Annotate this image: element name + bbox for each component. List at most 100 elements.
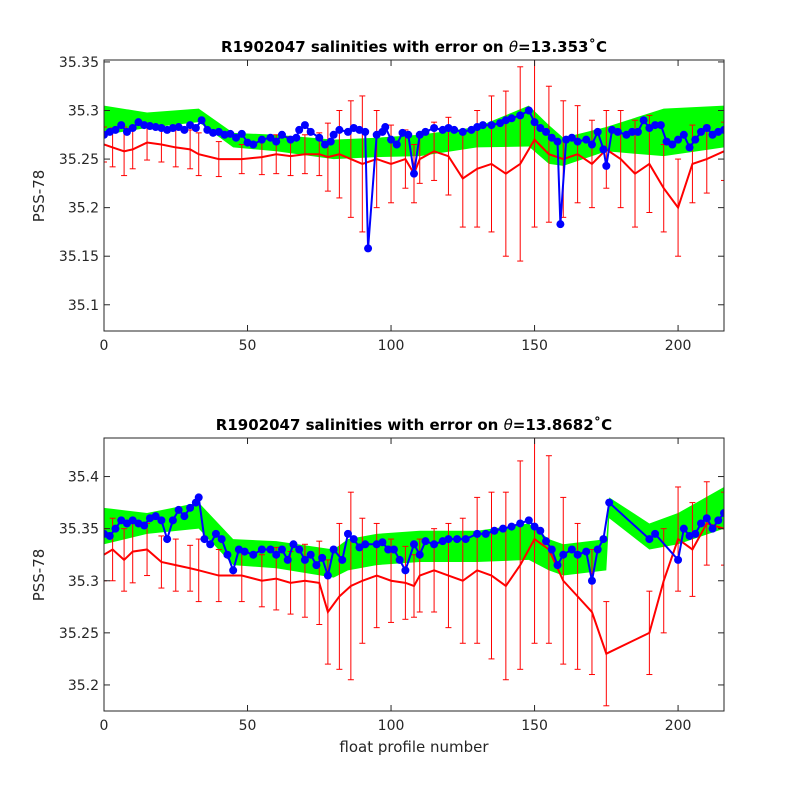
x-tick-label: 150 [521,718,548,734]
float-data-line [104,522,724,656]
calibrated-point [186,503,195,512]
calibrated-point [668,140,677,149]
calibrated-point [180,125,189,134]
calibrated-point [361,540,370,549]
calibrated-point [605,498,614,507]
y-tick-label: 35.2 [68,678,99,694]
calibrated-point [128,123,137,132]
data-layer [104,60,724,262]
calibrated-point [559,550,568,559]
calibrated-point [651,529,660,538]
calibrated-point [277,130,286,139]
calibrated-point [232,133,241,142]
y-tick-label: 35.35 [59,55,99,71]
calibrated-point [453,535,462,544]
calibrated-point [567,545,576,554]
calibrated-point [547,545,556,554]
y-axis-label: PSS-78 [30,549,48,602]
calibrated-point [283,555,292,564]
calibrated-point [674,135,683,144]
calibrated-point [306,550,315,559]
calibrated-point [524,106,533,115]
x-tick-label: 0 [100,718,109,734]
calibrated-point [323,571,332,580]
calibrated-point [223,550,232,559]
calibrated-point [430,123,439,132]
calibrated-point [384,545,393,554]
calibrated-point [389,545,398,554]
calibrated-point [111,524,120,533]
x-tick-label: 150 [521,338,548,354]
axes-box [103,59,725,332]
calibrated-point [490,526,499,535]
x-axis-label: float profile number [339,738,489,756]
calibrated-point [524,516,533,525]
calibrated-point [516,111,525,120]
calibrated-point [553,137,562,146]
calibrated-point [633,127,642,136]
calibrated-point [229,566,238,575]
y-tick-label: 35.2 [68,201,99,217]
chart-bottom: R1902047 salinities with error on θ=13.8… [30,416,725,756]
calibrated-point [295,545,304,554]
title-suffix: =13.8682˚C [513,416,612,434]
calibrated-point [217,535,226,544]
calibrated-point [679,130,688,139]
y-tick-label: 35.3 [68,104,99,120]
y-tick-label: 35.4 [68,470,99,486]
calibrated-point [300,121,309,130]
calibrated-point [421,127,430,136]
calibrated-point [249,140,258,149]
calibrated-point [582,135,591,144]
calibrated-point [343,529,352,538]
calibrated-point [691,135,700,144]
calibrated-point [697,127,706,136]
calibrated-point [645,535,654,544]
calibrated-point [200,535,209,544]
calibrated-point [507,522,516,531]
calibrated-point [151,512,160,521]
calibrated-point [315,133,324,142]
calibrated-point [338,555,347,564]
calibrated-point [272,137,281,146]
calibrated-point [567,133,576,142]
calibrated-point [266,133,275,142]
calibrated-point [679,524,688,533]
calibrated-point [292,133,301,142]
calibrated-point [318,553,327,562]
calibrated-point [487,121,496,130]
x-tick-label: 50 [239,338,257,354]
calibrated-point [194,493,203,502]
calibrated-point [587,576,596,585]
calibrated-point [450,125,459,134]
x-tick-label: 50 [239,718,257,734]
calibrated-point [401,566,410,575]
calibrated-point [714,516,723,525]
calibrated-point [602,161,611,170]
x-tick-label: 200 [665,338,692,354]
x-tick-label: 100 [378,718,405,734]
calibrated-point [553,561,562,570]
calibrated-point [326,137,335,146]
x-tick-label: 0 [100,338,109,354]
calibrated-point [329,130,338,139]
float-data-line [104,138,724,210]
calibrated-point [163,535,172,544]
calibrated-point [381,123,390,132]
data-layer [104,438,724,707]
calibrated-point [361,127,370,136]
calibrated-point [157,516,166,525]
calibrated-point [573,550,582,559]
plot-area: 0 50 100 150 200 35.1 35.15 35.2 35.25 35.3 35.35 [59,55,725,354]
calibrated-point [674,555,683,564]
calibrated-point [277,545,286,554]
calibrated-point [542,127,551,136]
calibrated-point [582,547,591,556]
calibrated-point [105,531,114,540]
chart-title: R1902047 salinities with error on θ=13.8… [216,416,612,434]
calibrated-point [410,169,418,178]
title-prefix: R1902047 salinities with error on [216,416,504,434]
title-theta: θ [504,416,513,434]
calibrated-point [720,125,724,134]
calibrated-point [395,555,404,564]
